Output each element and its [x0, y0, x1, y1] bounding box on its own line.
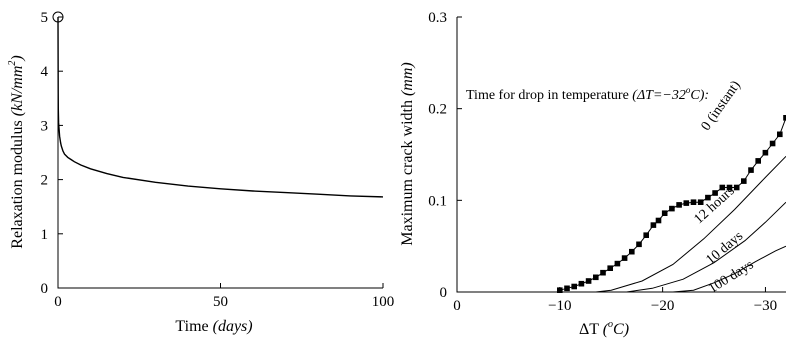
right-y-tick-label: 0: [440, 285, 448, 301]
series-10-days-line: [626, 201, 786, 293]
right-x-axis-label: ΔT (oC): [579, 319, 629, 338]
left-y-tick-label: 3: [41, 118, 49, 134]
series-0-instant-marker: [719, 184, 726, 191]
series-0-instant-marker: [676, 202, 682, 208]
series-0-instant-marker: [762, 149, 769, 156]
right-y-tick-label: 0.1: [428, 193, 447, 209]
right-ticks-layer: 0 −10 −20 −30 0 0.1 0.2 0.3: [428, 10, 777, 314]
left-y-tick-label: 2: [41, 173, 49, 189]
series-0-instant-marker: [669, 205, 675, 212]
right-x-tick-label: −10: [548, 298, 571, 314]
left-x-tick-label: 100: [372, 294, 395, 310]
right-x-tick-label: 0: [453, 298, 461, 314]
series-12-hours-label: 12 hours: [692, 184, 738, 228]
left-axis-frame: [57, 17, 383, 289]
series-0-instant-marker: [777, 131, 783, 138]
series-0-instant-marker: [661, 210, 668, 216]
relaxation-modulus-curve: [57, 16, 384, 198]
series-0-instant-marker: [755, 158, 761, 164]
series-0-instant-marker: [600, 269, 606, 276]
series-0-instant-marker: [578, 280, 585, 287]
right-y-tick-label: 0.3: [428, 10, 447, 26]
series-0-instant-marker: [655, 217, 662, 224]
series-0-instant-marker: [697, 199, 704, 205]
right-x-tick-label: −20: [651, 298, 674, 314]
left-x-axis-label: Time (days): [175, 318, 252, 335]
right-axis-frame: [456, 17, 786, 293]
left-x-tick-label: 0: [54, 294, 62, 310]
series-0-instant-marker: [564, 285, 570, 292]
series-0-instant-marker: [741, 178, 747, 184]
series-0-instant-marker: [643, 232, 649, 238]
series-0-instant-marker: [726, 184, 733, 191]
right-chart: 0 −10 −20 −30 0 0.1 0.2 0.3 ΔT (oC) Maximum cra…: [399, 10, 786, 338]
series-0-instant-marker: [629, 248, 635, 255]
series-100-days-line: [672, 245, 786, 293]
left-ticks-layer: 0 50 100 0 1 2 3 4 5: [41, 10, 395, 310]
series-0-instant-marker: [748, 167, 754, 173]
left-y-axis-label: Relaxation modulus (kN/mm2): [7, 55, 26, 248]
annotation-time-for-drop: Time for drop in temperature (ΔT=−32oC):: [466, 85, 709, 103]
left-y-tick-label: 4: [41, 64, 49, 80]
right-series-layer: [557, 115, 786, 293]
series-0-instant-marker: [683, 200, 690, 206]
right-y-tick-label: 0.2: [428, 102, 447, 118]
series-0-instant-marker: [636, 241, 642, 248]
left-y-tick-label: 1: [41, 227, 49, 243]
left-series-layer: [52, 11, 384, 198]
left-y-tick-label: 5: [41, 10, 49, 26]
series-0-instant-marker: [783, 115, 786, 121]
series-0-instant-label: 0 (instant): [699, 78, 744, 134]
right-y-axis-label: Maximum crack width (mm): [399, 62, 416, 246]
left-x-tick-label: 50: [213, 294, 228, 310]
series-0-instant-marker: [769, 140, 776, 147]
left-chart: 0 50 100 0 1 2 3 4 5 Time (days) Relaxation modu…: [7, 10, 394, 335]
series-12-hours-line: [595, 155, 786, 293]
series-0-instant-marker: [607, 265, 613, 271]
series-0-instant-marker: [621, 255, 628, 261]
series-0-instant-marker: [593, 274, 599, 281]
series-0-instant-marker: [614, 260, 621, 267]
series-0-instant-marker: [571, 283, 577, 290]
series-0-instant-marker: [585, 278, 592, 284]
right-x-tick-label: −30: [754, 298, 777, 314]
series-0-instant-marker: [733, 184, 740, 191]
series-0-instant-marker: [690, 199, 697, 205]
series-0-instant-marker: [650, 222, 657, 228]
series-0-instant-marker: [712, 190, 718, 196]
series-0-instant-marker: [705, 194, 711, 201]
left-y-tick-label: 0: [41, 281, 49, 297]
